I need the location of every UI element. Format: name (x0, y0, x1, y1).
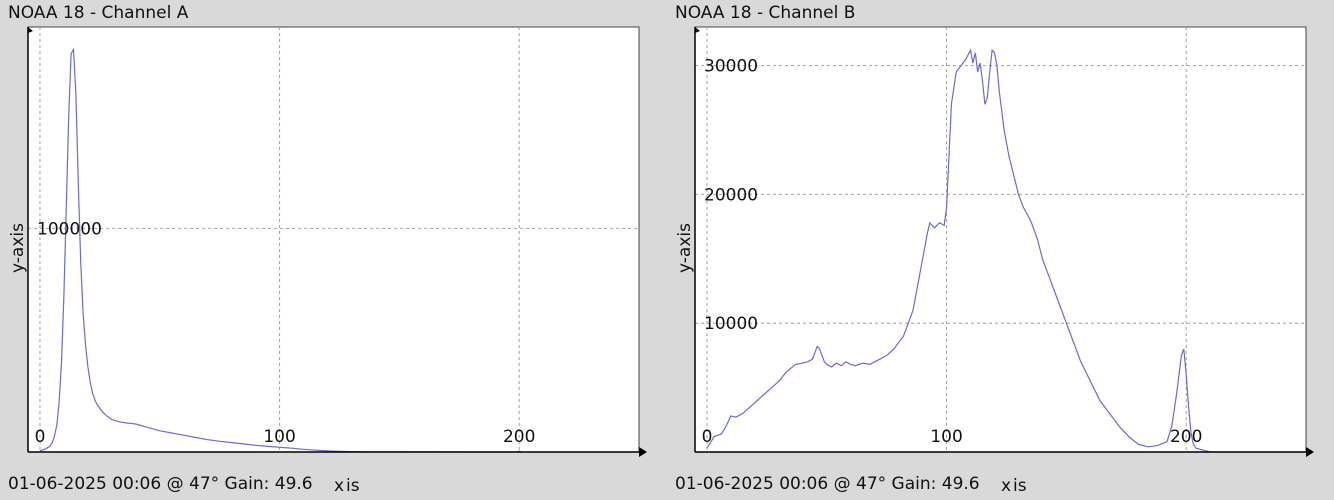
x-axis-label: x (1001, 476, 1011, 496)
chart-footer: 01-06-2025 00:06 @ 47° Gain: 49.6 (675, 474, 980, 494)
plot-area (27, 26, 640, 453)
y-tick-label: 10000 (704, 314, 758, 334)
y-tick-label: 100000 (37, 219, 102, 239)
x-axis-label-suffix: is (1013, 476, 1027, 496)
chart-title: NOAA 18 - Channel B (675, 3, 856, 23)
chart-b: 0 100 200 10000 20000 30000 y-axis x is (675, 26, 1314, 496)
series-line (706, 48, 1218, 453)
x-tick-label: 100 (930, 427, 962, 447)
y-tick-label: 20000 (704, 185, 758, 205)
x-axis-arrow (1306, 447, 1314, 457)
y-axis-arrow (695, 27, 700, 33)
x-tick-label: 0 (35, 427, 46, 447)
x-axis-arrow (639, 447, 647, 457)
chart-panel-a: NOAA 18 - Channel A 0 100 200 100000 y-axis x… (8, 3, 647, 496)
chart-title: NOAA 18 - Channel A (8, 3, 189, 23)
x-tick-label: 200 (1170, 427, 1202, 447)
plot-area (694, 26, 1307, 453)
y-tick-label: 30000 (704, 57, 758, 77)
x-axis-label-suffix: is (346, 476, 360, 496)
x-tick-label: 100 (263, 427, 295, 447)
y-axis-label: y-axis (8, 223, 28, 273)
y-axis-arrow (28, 27, 33, 33)
chart-a: 0 100 200 100000 y-axis x is (8, 26, 647, 496)
chart-panel-b: NOAA 18 - Channel B 0 100 200 10000 20000 300… (667, 0, 1334, 500)
chart-footer: 01-06-2025 00:06 @ 47° Gain: 49.6 (8, 474, 313, 494)
x-tick-label: 200 (503, 427, 535, 447)
x-tick-label: 0 (702, 427, 713, 447)
x-axis-label: x (334, 476, 344, 496)
y-axis-label: y-axis (675, 223, 695, 273)
series-line (39, 47, 522, 453)
